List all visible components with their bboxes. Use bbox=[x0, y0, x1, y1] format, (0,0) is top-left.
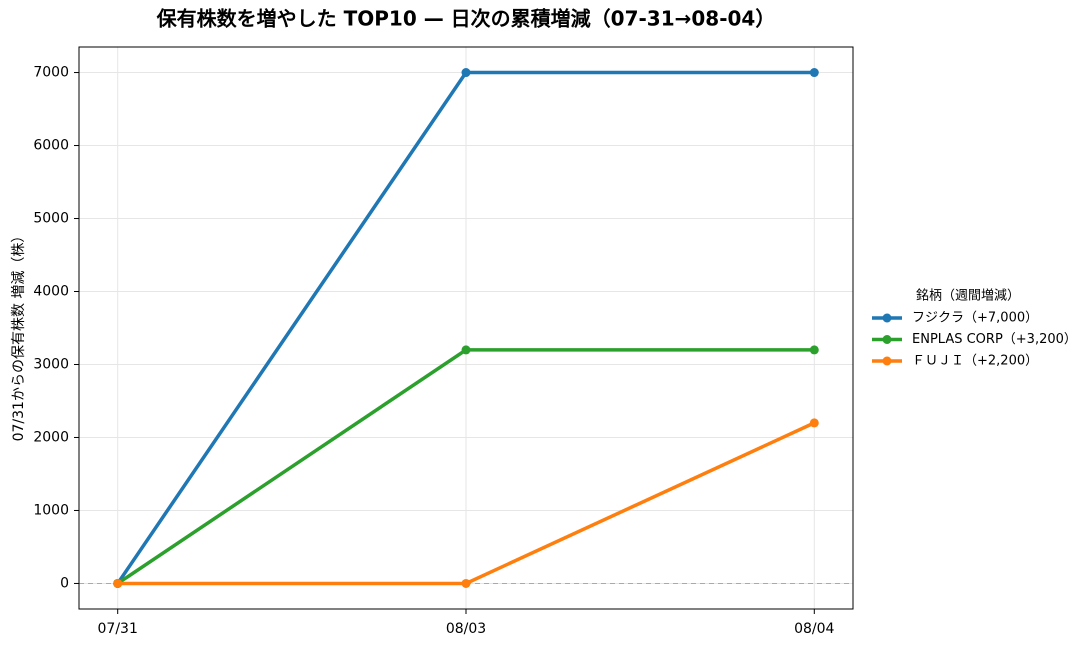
legend-marker bbox=[882, 335, 892, 344]
y-tick-label: 3000 bbox=[33, 356, 69, 372]
legend-title: 銘柄（週間増減） bbox=[916, 288, 1020, 304]
legend-marker bbox=[882, 313, 892, 323]
x-tick-label: 07/31 bbox=[98, 621, 138, 637]
y-tick-label: 5000 bbox=[33, 211, 69, 227]
legend-label: ＦＵＪＩ（+2,200） bbox=[912, 354, 1038, 369]
point bbox=[113, 578, 123, 588]
y-tick-label: 4000 bbox=[33, 284, 69, 300]
point bbox=[809, 345, 819, 355]
plot-frame bbox=[78, 46, 854, 610]
y-axis-label: 07/31からの保有株数 増減（株） bbox=[10, 229, 27, 442]
x-tick-label: 08/04 bbox=[794, 621, 834, 637]
point bbox=[461, 578, 471, 588]
y-tick-label: 1000 bbox=[33, 502, 69, 518]
y-tick-label: 2000 bbox=[33, 429, 69, 445]
point bbox=[809, 68, 819, 78]
legend-marker bbox=[882, 356, 892, 366]
point bbox=[461, 345, 471, 355]
y-tick-label: 0 bbox=[60, 575, 69, 591]
y-tick-label: 7000 bbox=[33, 65, 69, 81]
x-tick-label: 08/03 bbox=[446, 621, 486, 637]
chart-title: 保有株数を増やした TOP10 — 日次の累積増減（07-31→08-04） bbox=[156, 7, 776, 31]
point bbox=[461, 68, 471, 78]
legend-label: フジクラ（+7,000） bbox=[912, 311, 1038, 326]
y-tick-label: 6000 bbox=[33, 138, 69, 154]
legend-label: ENPLAS CORP（+3,200） bbox=[912, 332, 1077, 347]
point bbox=[809, 418, 819, 428]
